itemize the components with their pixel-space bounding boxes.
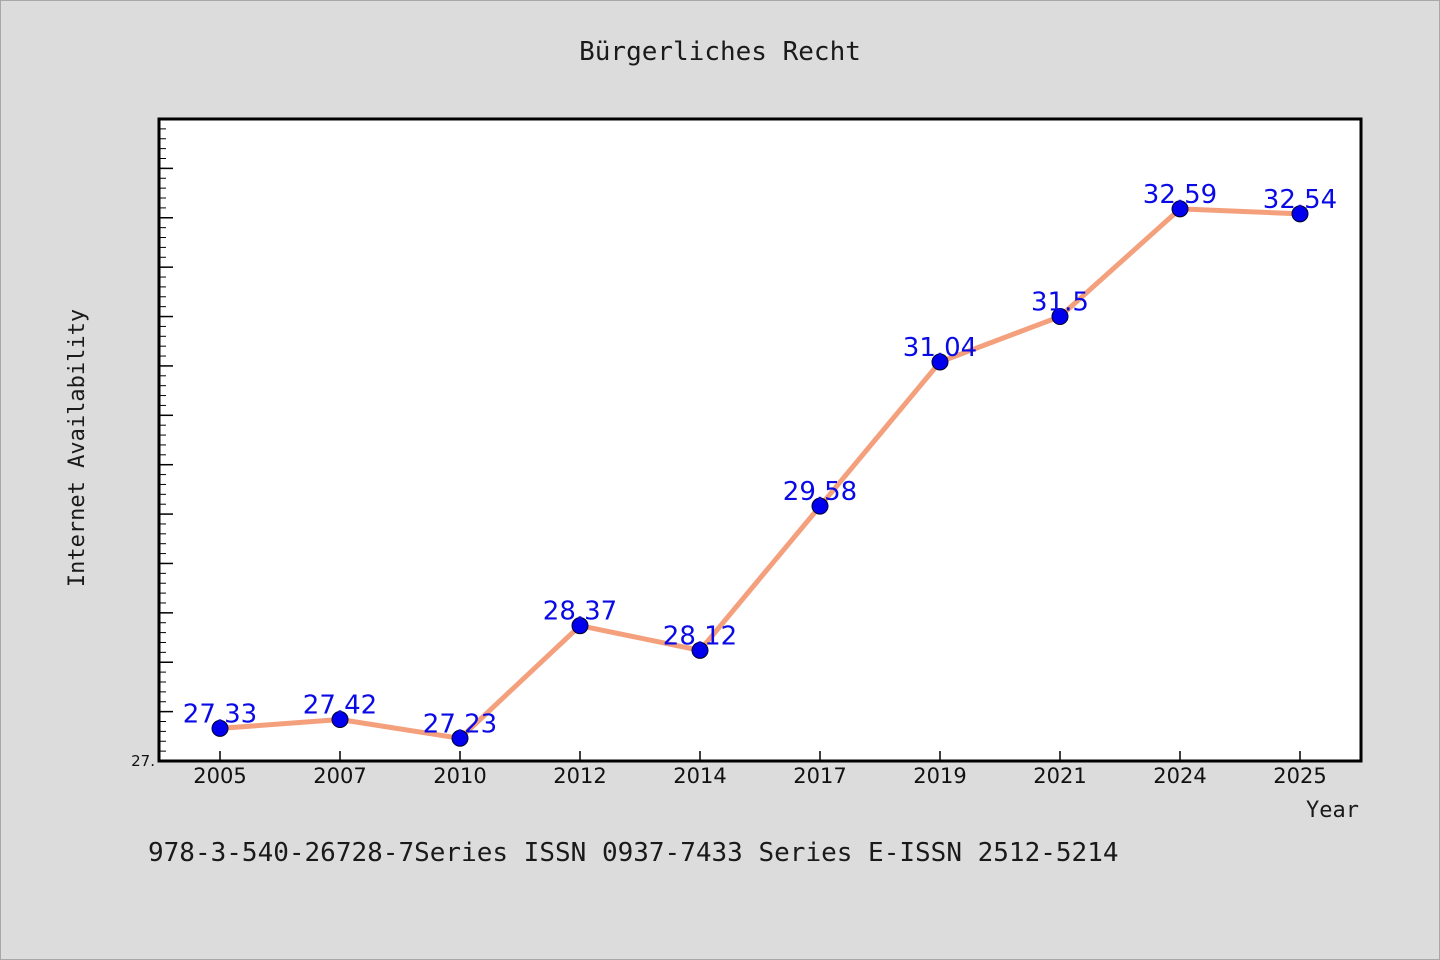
data-label: 32.54 (1263, 185, 1337, 215)
x-axis-label: Year (1306, 798, 1359, 823)
x-tick-label: 2007 (313, 764, 366, 788)
data-point (571, 617, 589, 635)
x-tick-label: 2025 (1273, 764, 1326, 788)
data-label: 29.58 (783, 477, 857, 507)
x-tick-label: 2024 (1153, 764, 1206, 788)
chart-title: Bürgerliches Recht (579, 37, 861, 67)
data-markers (211, 200, 1309, 747)
footer-isbn-text: 978-3-540-26728-7Series ISSN 0937-7433 S… (148, 838, 1119, 868)
data-label: 27.33 (183, 699, 257, 729)
x-tick-label: 2019 (913, 764, 966, 788)
data-point (451, 729, 469, 747)
x-tick-label: 2014 (673, 764, 726, 788)
data-point (1291, 205, 1309, 223)
data-point (931, 353, 949, 371)
data-labels: 27.33 27.42 27.23 28.37 28.12 29.58 31.04 31.5 3… (183, 180, 1337, 739)
data-label: 32.59 (1143, 180, 1217, 210)
data-label: 28.12 (663, 621, 737, 651)
y-axis-ticks (159, 128, 173, 762)
data-label: 27.23 (423, 709, 497, 739)
data-point (1051, 308, 1069, 326)
y-tick-label: 27. (131, 752, 155, 770)
data-label: 28.37 (543, 597, 617, 627)
data-point (811, 497, 829, 515)
x-tick-label: 2021 (1033, 764, 1086, 788)
data-label: 31.5 (1031, 288, 1089, 318)
y-axis-label: Internet Availability (65, 309, 90, 587)
data-point (691, 641, 709, 659)
x-tick-label: 2010 (433, 764, 486, 788)
data-point (331, 711, 349, 729)
data-label: 27.42 (303, 691, 377, 721)
x-tick-label: 2012 (553, 764, 606, 788)
x-tick-label: 2005 (193, 764, 246, 788)
x-axis-ticks: 2005 2007 2010 2012 2014 2017 2019 2021 2024 2025 (193, 751, 1327, 788)
data-label: 31.04 (903, 333, 977, 363)
series-line (219, 206, 1301, 741)
x-tick-label: 2017 (793, 764, 846, 788)
data-point (1171, 200, 1189, 218)
data-point (211, 719, 229, 737)
